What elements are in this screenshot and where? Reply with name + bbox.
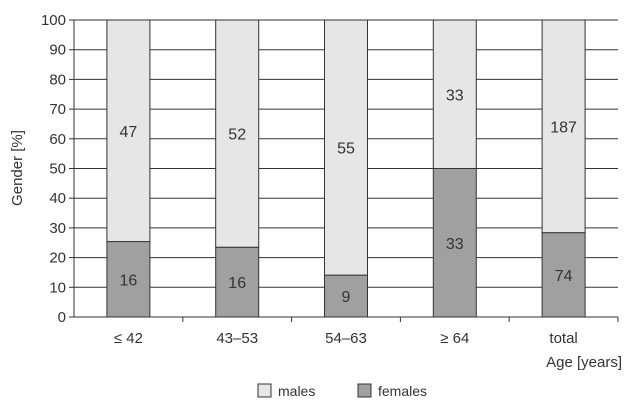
legend: males females (257, 383, 427, 399)
bar-group: 16 47 16 52 9 55 33 33 74 187 (106, 19, 586, 318)
y-axis-label: Gender [%] (9, 130, 26, 206)
data-label-males: 47 (120, 124, 138, 141)
y-tick-label: 0 (58, 309, 66, 326)
bar-males (106, 19, 151, 243)
y-tick-label: 10 (49, 279, 66, 296)
x-tick-label: ≤ 42 (114, 330, 143, 347)
y-axis-ticks: 0 10 20 30 40 50 60 70 80 90 100 (41, 12, 74, 326)
y-tick-label: 40 (49, 190, 66, 207)
x-tick-label: 54–63 (325, 330, 367, 347)
bar-males (541, 19, 586, 234)
x-tick-label: total (549, 330, 577, 347)
data-label-males: 33 (446, 87, 464, 104)
data-label-males: 187 (550, 119, 577, 136)
legend-swatch-females (357, 383, 372, 398)
legend-swatch-males (257, 383, 272, 398)
data-label-males: 52 (228, 127, 246, 144)
y-tick-label: 20 (49, 250, 66, 267)
data-label-females: 16 (120, 272, 138, 289)
legend-label-females: females (378, 383, 427, 399)
bar-females (541, 232, 586, 318)
data-label-males: 55 (337, 141, 355, 158)
bar-females (432, 168, 477, 318)
x-tick-label: 43–53 (216, 330, 258, 347)
bar-females (215, 246, 260, 318)
y-tick-label: 100 (41, 12, 66, 29)
data-label-females: 33 (446, 236, 464, 253)
y-tick-label: 60 (49, 131, 66, 148)
x-axis-label: Age [years] (546, 354, 622, 371)
bar-males (432, 19, 477, 169)
data-label-females: 9 (342, 289, 351, 306)
x-tick-label: ≥ 64 (440, 330, 469, 347)
bar-females (324, 274, 368, 318)
bar-males (324, 19, 368, 276)
y-tick-label: 90 (49, 42, 66, 59)
x-axis-ticks: ≤ 42 43–53 54–63 ≥ 64 total (114, 317, 619, 347)
legend-label-males: males (278, 383, 315, 399)
y-tick-label: 70 (49, 101, 66, 118)
y-tick-label: 50 (49, 161, 66, 178)
data-label-females: 74 (555, 268, 573, 285)
bar-males (215, 19, 260, 248)
data-label-females: 16 (228, 275, 246, 292)
y-tick-label: 30 (49, 220, 66, 237)
y-tick-label: 80 (49, 71, 66, 88)
bar-females (106, 241, 151, 318)
